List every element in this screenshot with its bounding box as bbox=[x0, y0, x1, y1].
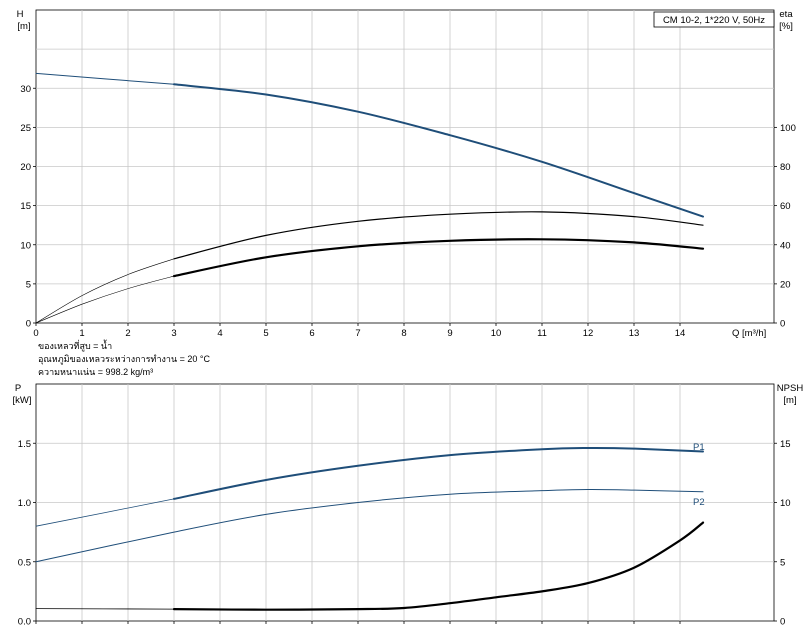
series-line-1-0 bbox=[173, 446, 704, 500]
left-axis-unit: [m] bbox=[17, 21, 30, 32]
x-axis-label: Q [m³/h] bbox=[732, 328, 766, 339]
y-tick-label-right: 5 bbox=[780, 557, 785, 568]
note-density: ความหนาแน่น = 998.2 kg/m³ bbox=[38, 367, 154, 377]
model-box: CM 10-2, 1*220 V, 50Hz bbox=[653, 11, 775, 28]
series-line-0-5 bbox=[35, 72, 175, 85]
top-panel: 0 1 2 3 4 5 6 7 8 9 10 11 12 13 14 Q [m³/h]051015202530… bbox=[17, 9, 796, 339]
series-line-0-0 bbox=[173, 83, 704, 218]
y-tick-label-left: 0.0 bbox=[18, 617, 31, 628]
x-tick-label: 13 bbox=[629, 328, 640, 339]
y-tick-label-right: 10 bbox=[780, 498, 791, 509]
y-tick-label-left: 10 bbox=[20, 240, 31, 251]
x-tick-label: 3 bbox=[171, 328, 176, 339]
series-line-0-3 bbox=[35, 275, 175, 324]
x-tick-label: 1 bbox=[79, 328, 84, 339]
series-line-1-3 bbox=[35, 608, 175, 610]
y-tick-label-right: 40 bbox=[780, 240, 791, 251]
y-tick-label-right: 15 bbox=[780, 439, 791, 450]
series-line-0-1 bbox=[35, 258, 175, 324]
y-tick-label-left: 0 bbox=[26, 319, 31, 330]
series-line-0-2 bbox=[173, 211, 704, 260]
bottom-panel: 0.0 0.5 1.0 1.5 0 5 10 15 P[kW] NPSH[m] bbox=[13, 383, 804, 628]
x-tick-label: 11 bbox=[537, 328, 547, 339]
note-fluid: ของเหลวที่สูบ = น้ำ bbox=[38, 341, 113, 351]
x-tick-label: 4 bbox=[217, 328, 222, 339]
y-tick-label-left: 20 bbox=[20, 162, 31, 173]
y-tick-label-left: 1.0 bbox=[18, 498, 31, 509]
y-tick-label-right: 20 bbox=[780, 279, 791, 290]
series-label-p2: P2 bbox=[693, 497, 705, 508]
y-tick-label-right: 0 bbox=[780, 319, 785, 330]
x-tick-label: 5 bbox=[263, 328, 268, 339]
y-tick-label-left: 15 bbox=[20, 201, 31, 212]
series-line-1-1 bbox=[35, 498, 175, 527]
y-tick-label-left: 25 bbox=[20, 123, 31, 134]
y-tick-label-left: 0.5 bbox=[18, 557, 31, 568]
x-tick-label: 9 bbox=[447, 328, 452, 339]
y-tick-label-left: 5 bbox=[26, 279, 31, 290]
note-temperature: อุณหภูมิของเหลวระหว่างการทำงาน = 20 °C bbox=[38, 354, 210, 364]
left-axis-label: P bbox=[15, 383, 21, 394]
series-line-0-4 bbox=[172, 238, 705, 278]
left-axis-unit: [kW] bbox=[13, 395, 32, 406]
y-tick-label-right: 80 bbox=[780, 162, 791, 173]
x-tick-label: 10 bbox=[491, 328, 502, 339]
series-line-1-4 bbox=[172, 521, 705, 611]
right-axis-unit: [m] bbox=[783, 395, 796, 406]
x-tick-label: 8 bbox=[401, 328, 406, 339]
y-tick-label-left: 30 bbox=[20, 84, 31, 95]
x-tick-label: 2 bbox=[125, 328, 130, 339]
series-line-1-2 bbox=[35, 488, 704, 563]
model-label: CM 10-2, 1*220 V, 50Hz bbox=[663, 15, 765, 26]
right-axis-label: eta bbox=[779, 9, 793, 20]
x-tick-label: 14 bbox=[675, 328, 686, 339]
x-tick-label: 6 bbox=[309, 328, 314, 339]
series-label-p1: P1 bbox=[693, 442, 705, 453]
left-axis-label: H bbox=[17, 9, 24, 20]
x-tick-label: 7 bbox=[355, 328, 360, 339]
y-tick-label-right: 100 bbox=[780, 123, 796, 134]
y-tick-label-right: 60 bbox=[780, 201, 791, 212]
right-axis-unit: [%] bbox=[779, 21, 793, 32]
y-tick-label-right: 0 bbox=[780, 617, 785, 628]
x-tick-label: 0 bbox=[33, 328, 38, 339]
x-tick-label: 12 bbox=[583, 328, 594, 339]
y-tick-label-left: 1.5 bbox=[18, 439, 31, 450]
right-axis-label: NPSH bbox=[777, 383, 804, 394]
